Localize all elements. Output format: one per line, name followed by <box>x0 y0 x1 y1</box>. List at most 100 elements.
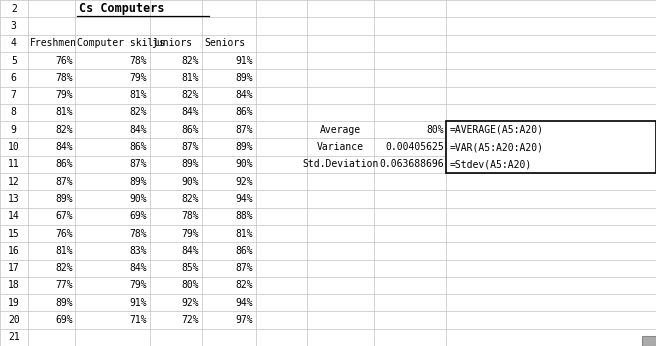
Text: 20: 20 <box>8 315 20 325</box>
Text: 7: 7 <box>11 90 16 100</box>
Text: 21: 21 <box>8 333 20 342</box>
Text: 3: 3 <box>11 21 16 31</box>
Text: 82%: 82% <box>55 263 73 273</box>
Text: 10: 10 <box>8 142 20 152</box>
Text: Average: Average <box>320 125 361 135</box>
Text: 81%: 81% <box>55 108 73 117</box>
Text: 81%: 81% <box>129 90 147 100</box>
Text: 82%: 82% <box>182 56 199 65</box>
Text: 15: 15 <box>8 229 20 238</box>
Text: 88%: 88% <box>236 211 253 221</box>
Text: 4: 4 <box>11 38 16 48</box>
Text: 84%: 84% <box>129 263 147 273</box>
Text: 82%: 82% <box>129 108 147 117</box>
Text: 16: 16 <box>8 246 20 256</box>
Text: 90%: 90% <box>236 160 253 169</box>
Text: 6: 6 <box>11 73 16 83</box>
Text: 8: 8 <box>11 108 16 117</box>
Text: Computer skills: Computer skills <box>77 38 165 48</box>
Text: 91%: 91% <box>129 298 147 308</box>
Text: 79%: 79% <box>129 281 147 290</box>
Text: 97%: 97% <box>236 315 253 325</box>
Text: 89%: 89% <box>182 160 199 169</box>
Text: 81%: 81% <box>182 73 199 83</box>
Text: =Stdev(A5:A20): =Stdev(A5:A20) <box>449 160 531 169</box>
Text: 2: 2 <box>11 4 16 13</box>
Text: 89%: 89% <box>236 142 253 152</box>
Text: 79%: 79% <box>182 229 199 238</box>
Text: 80%: 80% <box>182 281 199 290</box>
Text: 78%: 78% <box>129 229 147 238</box>
Text: 86%: 86% <box>236 246 253 256</box>
Text: 89%: 89% <box>55 298 73 308</box>
Text: 82%: 82% <box>236 281 253 290</box>
Text: 82%: 82% <box>55 125 73 135</box>
Text: 94%: 94% <box>236 298 253 308</box>
Text: Variance: Variance <box>317 142 364 152</box>
Text: 78%: 78% <box>55 73 73 83</box>
Text: 77%: 77% <box>55 281 73 290</box>
Text: 90%: 90% <box>129 194 147 204</box>
Text: 69%: 69% <box>129 211 147 221</box>
Text: 17: 17 <box>8 263 20 273</box>
Text: Freshmen: Freshmen <box>30 38 77 48</box>
Text: juniors: juniors <box>152 38 193 48</box>
Text: 79%: 79% <box>55 90 73 100</box>
Text: 82%: 82% <box>182 194 199 204</box>
Text: 92%: 92% <box>182 298 199 308</box>
Text: =VAR(A5:A20:A20): =VAR(A5:A20:A20) <box>449 142 543 152</box>
Text: 90%: 90% <box>182 177 199 186</box>
Text: 14: 14 <box>8 211 20 221</box>
Text: 78%: 78% <box>182 211 199 221</box>
Text: 84%: 84% <box>182 108 199 117</box>
Text: 78%: 78% <box>129 56 147 65</box>
Text: 84%: 84% <box>182 246 199 256</box>
Text: 94%: 94% <box>236 194 253 204</box>
Text: =AVERAGE(A5:A20): =AVERAGE(A5:A20) <box>449 125 543 135</box>
Text: 82%: 82% <box>182 90 199 100</box>
Text: 89%: 89% <box>129 177 147 186</box>
Text: 67%: 67% <box>55 211 73 221</box>
Text: Std.Deviation: Std.Deviation <box>302 160 379 169</box>
Bar <box>642 336 656 346</box>
Text: 89%: 89% <box>236 73 253 83</box>
Text: 87%: 87% <box>129 160 147 169</box>
Text: 5: 5 <box>11 56 16 65</box>
Text: 81%: 81% <box>55 246 73 256</box>
Text: 84%: 84% <box>129 125 147 135</box>
Text: 86%: 86% <box>236 108 253 117</box>
Text: 87%: 87% <box>236 125 253 135</box>
Text: 12: 12 <box>8 177 20 186</box>
Text: 13: 13 <box>8 194 20 204</box>
Text: 85%: 85% <box>182 263 199 273</box>
Text: 83%: 83% <box>129 246 147 256</box>
Text: 11: 11 <box>8 160 20 169</box>
Text: 87%: 87% <box>236 263 253 273</box>
Text: 9: 9 <box>11 125 16 135</box>
Text: 84%: 84% <box>55 142 73 152</box>
Text: 92%: 92% <box>236 177 253 186</box>
Text: 86%: 86% <box>129 142 147 152</box>
Text: 76%: 76% <box>55 229 73 238</box>
Text: 0.00405625: 0.00405625 <box>385 142 444 152</box>
Text: 76%: 76% <box>55 56 73 65</box>
Text: Cs Computers: Cs Computers <box>79 2 164 15</box>
Text: 80%: 80% <box>426 125 444 135</box>
Text: 89%: 89% <box>55 194 73 204</box>
Text: 81%: 81% <box>236 229 253 238</box>
Text: 18: 18 <box>8 281 20 290</box>
Text: 86%: 86% <box>55 160 73 169</box>
Text: 71%: 71% <box>129 315 147 325</box>
Text: 86%: 86% <box>182 125 199 135</box>
Text: 19: 19 <box>8 298 20 308</box>
Text: 91%: 91% <box>236 56 253 65</box>
Text: 0.063688696: 0.063688696 <box>379 160 444 169</box>
Text: 84%: 84% <box>236 90 253 100</box>
Text: 87%: 87% <box>182 142 199 152</box>
Bar <box>446 121 656 173</box>
Text: 69%: 69% <box>55 315 73 325</box>
Text: 72%: 72% <box>182 315 199 325</box>
Text: 87%: 87% <box>55 177 73 186</box>
Text: 79%: 79% <box>129 73 147 83</box>
Text: Seniors: Seniors <box>204 38 245 48</box>
